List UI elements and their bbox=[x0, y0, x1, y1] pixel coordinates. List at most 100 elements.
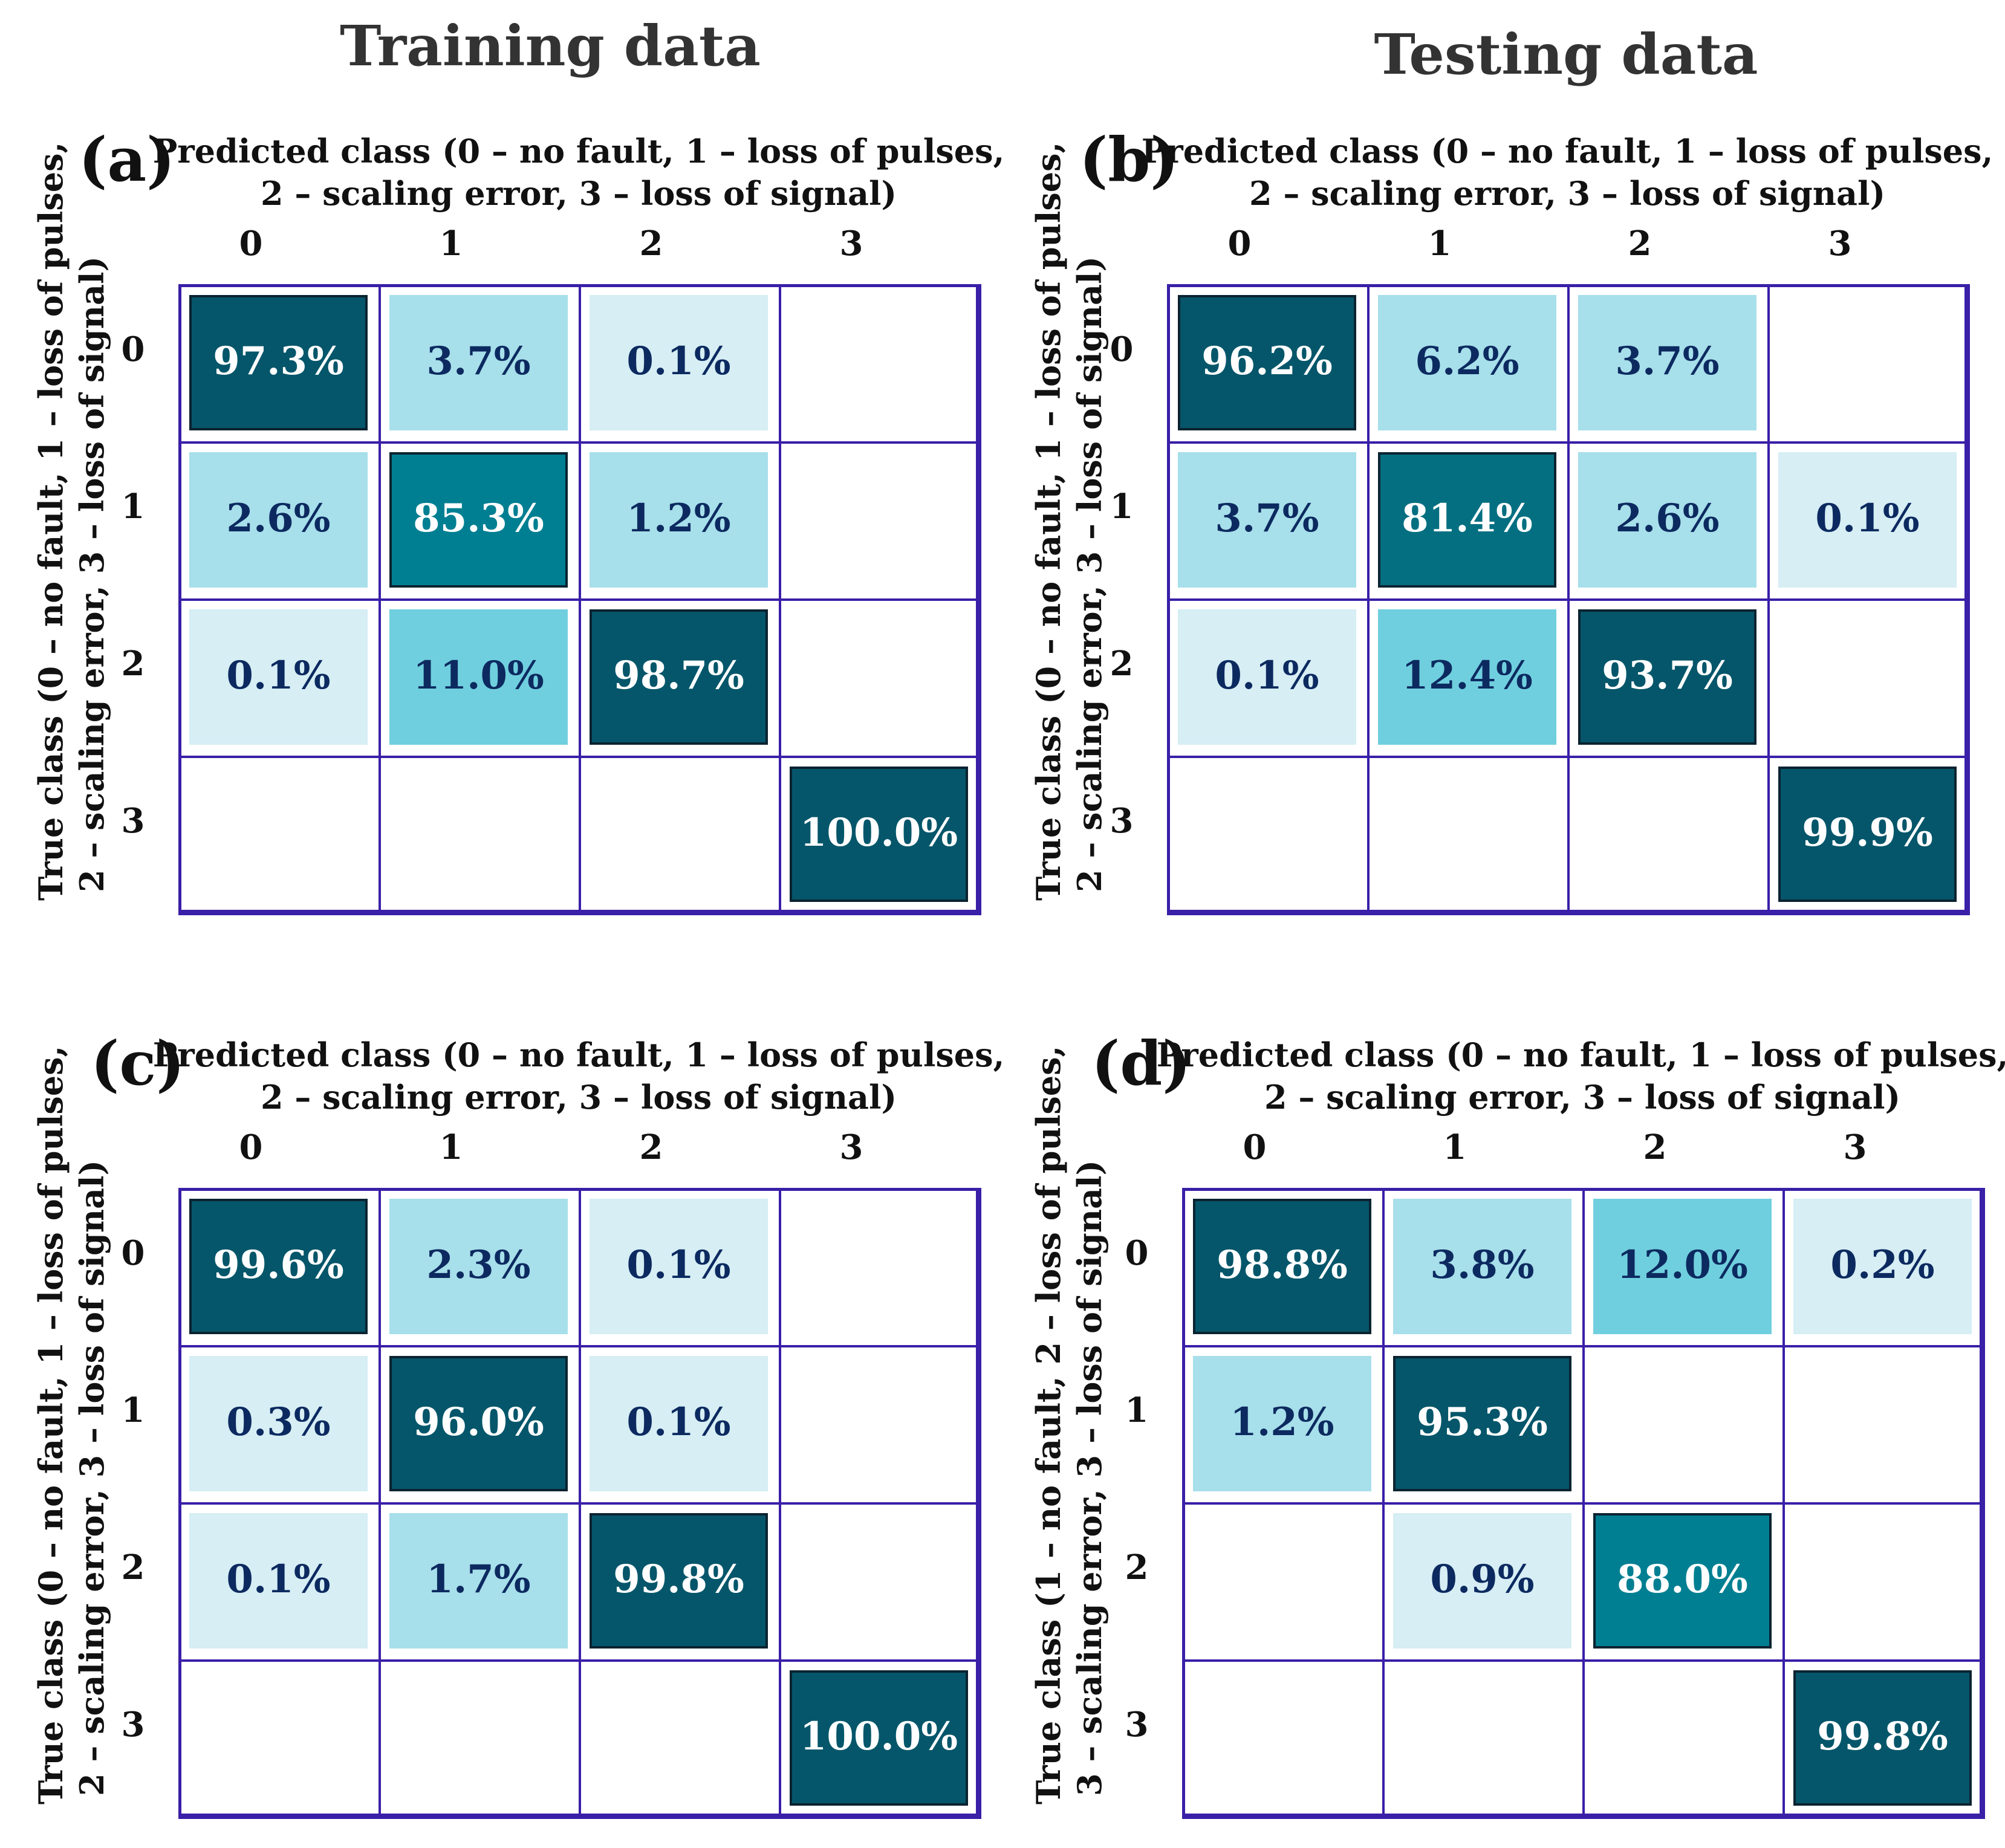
matrix-value-block: 2.6% bbox=[1578, 452, 1756, 588]
matrix-cell bbox=[779, 598, 981, 758]
x-tick-label: 3 bbox=[1828, 224, 1852, 264]
y-tick-label: 3 bbox=[1110, 801, 1134, 841]
matrix-value-block: 3.7% bbox=[1178, 452, 1356, 588]
matrix-value-label: 98.7% bbox=[613, 653, 744, 698]
matrix-cell bbox=[178, 756, 381, 915]
x-axis-title: Predicted class (0 – no fault, 1 – loss … bbox=[142, 130, 1015, 215]
matrix-value-block: 3.7% bbox=[1578, 295, 1756, 430]
x-tick-label: 3 bbox=[1843, 1127, 1867, 1167]
matrix-value-label: 3.7% bbox=[426, 339, 531, 384]
y-tick-label: 0 bbox=[121, 329, 145, 369]
x-tick-label: 2 bbox=[1643, 1127, 1667, 1167]
x-axis-title-line: Predicted class (0 – no fault, 1 – loss … bbox=[1141, 132, 1994, 170]
matrix-value-label: 2.3% bbox=[426, 1242, 531, 1288]
matrix-cell bbox=[779, 441, 981, 601]
x-axis-title-line: 2 – scaling error, 3 – loss of signal) bbox=[1264, 1078, 1901, 1117]
matrix-value-block: 100.0% bbox=[790, 1670, 968, 1806]
header-testing: Testing data bbox=[1374, 22, 1758, 87]
y-tick-label: 3 bbox=[121, 1705, 145, 1745]
x-tick-label: 0 bbox=[1243, 1127, 1267, 1167]
y-tick-label: 3 bbox=[121, 801, 145, 841]
matrix-value-label: 0.1% bbox=[1815, 496, 1920, 541]
matrix-cell bbox=[1182, 1659, 1385, 1819]
x-tick-label: 2 bbox=[639, 1127, 663, 1167]
matrix-value-label: 3.8% bbox=[1430, 1242, 1535, 1288]
x-axis-title-line: Predicted class (0 – no fault, 1 – loss … bbox=[152, 1036, 1005, 1074]
matrix-cell bbox=[379, 756, 581, 915]
matrix-value-label: 1.2% bbox=[626, 496, 731, 541]
matrix-cell bbox=[779, 1659, 981, 1819]
matrix-value-label: 93.7% bbox=[1602, 653, 1733, 698]
x-tick-label: 0 bbox=[1227, 224, 1252, 264]
matrix-value-label: 0.1% bbox=[226, 1557, 331, 1602]
matrix-value-label: 6.2% bbox=[1415, 339, 1519, 384]
x-tick-label: 1 bbox=[439, 224, 463, 264]
y-tick-label: 2 bbox=[1125, 1548, 1149, 1587]
matrix-value-label: 99.8% bbox=[613, 1557, 744, 1602]
matrix-value-block: 97.3% bbox=[189, 295, 368, 430]
matrix-value-block: 1.2% bbox=[1193, 1356, 1371, 1491]
matrix-cell bbox=[579, 1659, 781, 1819]
matrix-value-label: 0.2% bbox=[1830, 1242, 1935, 1288]
matrix-value-label: 3.7% bbox=[1615, 339, 1720, 384]
matrix-cell bbox=[1782, 1345, 1985, 1505]
matrix-value-block: 12.4% bbox=[1378, 609, 1556, 745]
matrix-value-block: 1.7% bbox=[389, 1513, 568, 1649]
y-tick-label: 1 bbox=[121, 1390, 145, 1430]
matrix-value-block: 95.3% bbox=[1393, 1356, 1571, 1491]
matrix-value-label: 1.2% bbox=[1230, 1399, 1334, 1445]
matrix-value-label: 99.8% bbox=[1817, 1714, 1948, 1759]
matrix-value-label: 12.4% bbox=[1402, 653, 1533, 698]
matrix-value-block: 2.3% bbox=[389, 1199, 568, 1334]
y-tick-label: 2 bbox=[1110, 644, 1134, 684]
matrix-value-label: 2.6% bbox=[1615, 496, 1720, 541]
matrix-value-label: 96.2% bbox=[1201, 339, 1333, 384]
matrix-value-block: 6.2% bbox=[1378, 295, 1556, 430]
y-tick-label: 1 bbox=[1125, 1390, 1149, 1430]
x-axis-title: Predicted class (0 – no fault, 1 – loss … bbox=[1146, 1034, 2005, 1118]
x-axis-title-line: 2 – scaling error, 3 – loss of signal) bbox=[260, 1078, 897, 1117]
x-tick-label: 2 bbox=[639, 224, 663, 264]
matrix-value-label: 0.1% bbox=[626, 1242, 731, 1288]
matrix-cell bbox=[1582, 1345, 1785, 1505]
matrix-value-block: 0.3% bbox=[189, 1356, 368, 1491]
matrix-value-block: 0.1% bbox=[189, 1513, 368, 1649]
matrix-value-block: 99.8% bbox=[590, 1513, 768, 1649]
matrix-value-label: 0.1% bbox=[226, 653, 331, 698]
y-axis-title: True class (0 – no fault, 1 – loss of pu… bbox=[30, 1046, 115, 1804]
matrix-cell bbox=[1782, 1502, 1985, 1662]
panel-letter: (b) bbox=[1079, 124, 1179, 195]
matrix-value-block: 3.7% bbox=[389, 295, 568, 430]
x-axis-title-line: Predicted class (0 – no fault, 1 – loss … bbox=[152, 132, 1005, 170]
y-tick-label: 2 bbox=[121, 644, 145, 684]
panel-letter: (d) bbox=[1091, 1028, 1191, 1099]
y-tick-label: 0 bbox=[1125, 1233, 1149, 1273]
matrix-value-block: 96.2% bbox=[1178, 295, 1356, 430]
matrix-value-label: 96.0% bbox=[413, 1399, 544, 1445]
x-axis-title-line: Predicted class (0 – no fault, 1 – loss … bbox=[1156, 1036, 2005, 1074]
matrix-cell bbox=[379, 1659, 581, 1819]
y-axis-title-line: 2 – scaling error, 3 – loss of signal) bbox=[73, 1159, 111, 1797]
matrix-value-label: 99.6% bbox=[213, 1242, 344, 1288]
matrix-value-label: 0.9% bbox=[1430, 1557, 1535, 1602]
y-axis-title-line: 2 – scaling error, 3 – loss of signal) bbox=[73, 256, 111, 893]
matrix-value-block: 0.9% bbox=[1393, 1513, 1571, 1649]
matrix-value-label: 100.0% bbox=[799, 810, 958, 855]
matrix-cell bbox=[779, 284, 981, 444]
y-axis-title-line: True class (1 – no fault, 2 – loss of pu… bbox=[1029, 1045, 1068, 1804]
y-tick-label: 1 bbox=[121, 487, 145, 527]
matrix-value-block: 2.6% bbox=[189, 452, 368, 588]
matrix-value-block: 96.0% bbox=[389, 1356, 568, 1491]
matrix-cell bbox=[1767, 598, 1970, 758]
x-tick-label: 1 bbox=[1428, 224, 1452, 264]
matrix-cell bbox=[1167, 756, 1370, 915]
matrix-value-label: 0.1% bbox=[1215, 653, 1319, 698]
matrix-value-label: 3.7% bbox=[1215, 496, 1319, 541]
y-axis-title: True class (0 – no fault, 1 – loss of pu… bbox=[1028, 142, 1113, 901]
x-axis-title-line: 2 – scaling error, 3 – loss of signal) bbox=[1249, 174, 1886, 213]
x-axis-title: Predicted class (0 – no fault, 1 – loss … bbox=[1131, 130, 2004, 215]
matrix-value-label: 1.7% bbox=[426, 1557, 531, 1602]
matrix-value-label: 81.4% bbox=[1402, 496, 1533, 541]
matrix-value-label: 95.3% bbox=[1417, 1399, 1548, 1445]
matrix-cell bbox=[1367, 756, 1570, 915]
